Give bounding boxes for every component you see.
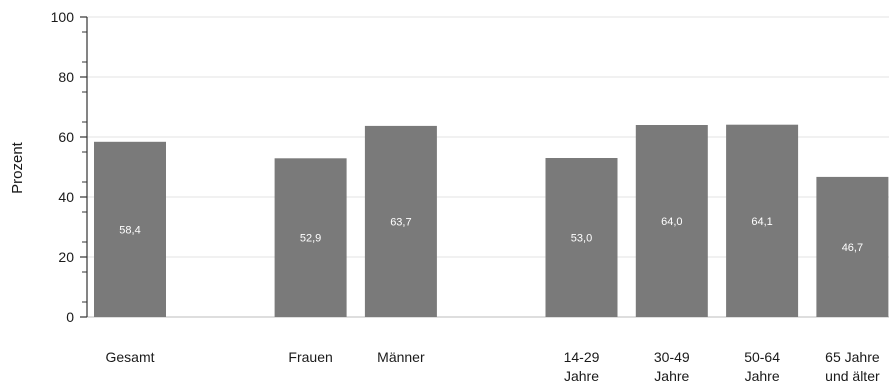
bar <box>726 124 799 317</box>
category-label: Jahre <box>564 368 599 384</box>
category-label: Männer <box>377 349 425 365</box>
bar-value-label: 64,1 <box>751 216 772 228</box>
bar <box>816 176 889 317</box>
y-tick-label: 80 <box>58 69 74 85</box>
bar-value-label: 64,0 <box>661 216 682 228</box>
bar <box>545 158 618 317</box>
category-label: und älter <box>825 368 880 384</box>
bar-value-label: 46,7 <box>842 242 863 254</box>
category-label: 14-29 <box>564 349 600 365</box>
bar-value-label: 53,0 <box>571 233 592 245</box>
y-tick-label: 20 <box>58 249 74 265</box>
category-label: Jahre <box>654 368 689 384</box>
category-label: Gesamt <box>105 349 154 365</box>
y-axis-label: Prozent <box>9 141 26 194</box>
bar <box>635 125 708 317</box>
bar-value-label: 63,7 <box>390 216 411 228</box>
category-label: 50-64 <box>744 349 780 365</box>
bars: 58,4 52,9 63,7 53,0 64,0 64,1 46,7 <box>94 124 889 318</box>
category-labels: Gesamt Frauen Männer 14-29 Jahre 30-49 Jahre 50… <box>105 349 879 384</box>
y-tick-label: 0 <box>66 309 74 325</box>
bar-value-label: 52,9 <box>300 233 321 245</box>
y-axis: 0 20 40 60 80 100 <box>51 9 88 325</box>
y-tick-label: 40 <box>58 189 74 205</box>
category-label: Frauen <box>288 349 332 365</box>
category-label: Jahre <box>745 368 780 384</box>
y-tick-label: 100 <box>51 9 75 25</box>
category-label: 30-49 <box>654 349 690 365</box>
category-label: 65 Jahre <box>825 349 880 365</box>
bar <box>274 158 347 317</box>
bar <box>364 125 437 318</box>
y-tick-label: 60 <box>58 129 74 145</box>
bar <box>94 141 166 317</box>
bar-value-label: 58,4 <box>119 224 140 236</box>
